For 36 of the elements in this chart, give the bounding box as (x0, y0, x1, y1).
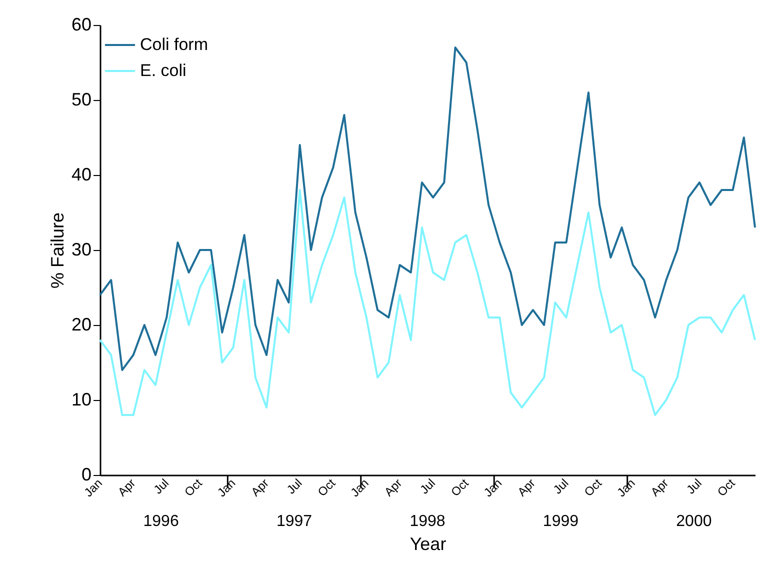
x-axis-title: Year (410, 534, 446, 554)
x-tick-label: Oct (448, 476, 472, 500)
x-tick-label: Jul (417, 476, 438, 497)
x-tick-label: Apr (648, 476, 672, 500)
legend-label: Coli form (140, 35, 208, 54)
y-tick-label: 40 (71, 164, 92, 184)
y-axis-title: % Failure (47, 212, 68, 289)
text: 2000 (676, 513, 712, 530)
x-tick-label: Apr (248, 476, 272, 500)
x-tick-label: Oct (182, 476, 206, 500)
text: 1999 (542, 513, 579, 530)
y-tick-label: 20 (71, 314, 92, 334)
x-tick-label: Jul (150, 476, 172, 497)
text: 1996 (143, 513, 179, 530)
x-tick-label: Oct (714, 476, 738, 500)
x-tick-label: Oct (314, 476, 339, 500)
x-tick-label: Jan (481, 476, 505, 500)
y-tick-label: 0 (81, 464, 92, 484)
y-tick-label: 60 (71, 14, 92, 34)
line-series (99, 189, 756, 416)
x-tick-label: Apr (514, 476, 538, 500)
x-tick-label: Apr (382, 476, 405, 500)
text: 1998 (410, 513, 446, 530)
x-tick-label: Jul (684, 476, 704, 497)
x-tick-label: Jan (348, 476, 372, 500)
x-tick-label: Jul (284, 476, 305, 497)
x-tick-label: Oct (581, 476, 605, 500)
y-tick-label: 30 (71, 240, 92, 260)
text: 1997 (276, 513, 312, 530)
x-tick-label: Apr (115, 476, 138, 500)
x-tick-label: Jan (614, 476, 638, 500)
legend-label: E. coli (140, 61, 186, 80)
y-tick-label: 10 (71, 390, 92, 410)
y-tick-label: 50 (71, 90, 92, 110)
x-tick-label: Jul (550, 476, 572, 497)
x-tick-label: Jan (214, 476, 238, 500)
